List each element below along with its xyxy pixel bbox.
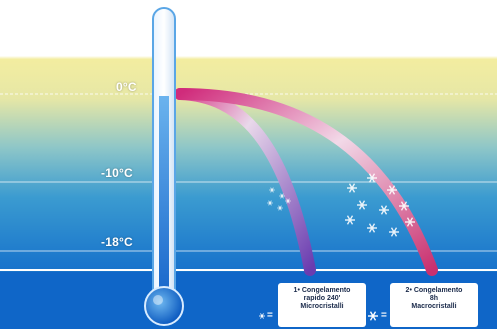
legend-2-line-3: Macrocristalli bbox=[411, 303, 457, 310]
legend-1-line-1: 1• Congelamento bbox=[293, 287, 351, 294]
legend-1-key: = bbox=[267, 310, 273, 321]
legend-2-key: = bbox=[381, 310, 387, 321]
legend-fast-freezing: 1• Congelamento rapido 240' Microcristal… bbox=[278, 283, 366, 327]
legend-1-line-2: rapido 240' bbox=[303, 295, 341, 302]
legend-slow-freezing: 2• Congelamento 8h Macrocristalli bbox=[390, 283, 478, 327]
label-minus-eighteen: -18°C bbox=[101, 235, 133, 249]
legend-2-line-2: 8h bbox=[429, 295, 439, 302]
label-minus-ten: -10°C bbox=[101, 166, 133, 180]
label-zero-degrees: 0°C bbox=[116, 80, 137, 94]
legend-1-line-3: Microcristalli bbox=[300, 303, 344, 310]
thermometer-icon bbox=[144, 7, 184, 326]
legend-2-line-1: 2• Congelamento bbox=[405, 287, 463, 294]
